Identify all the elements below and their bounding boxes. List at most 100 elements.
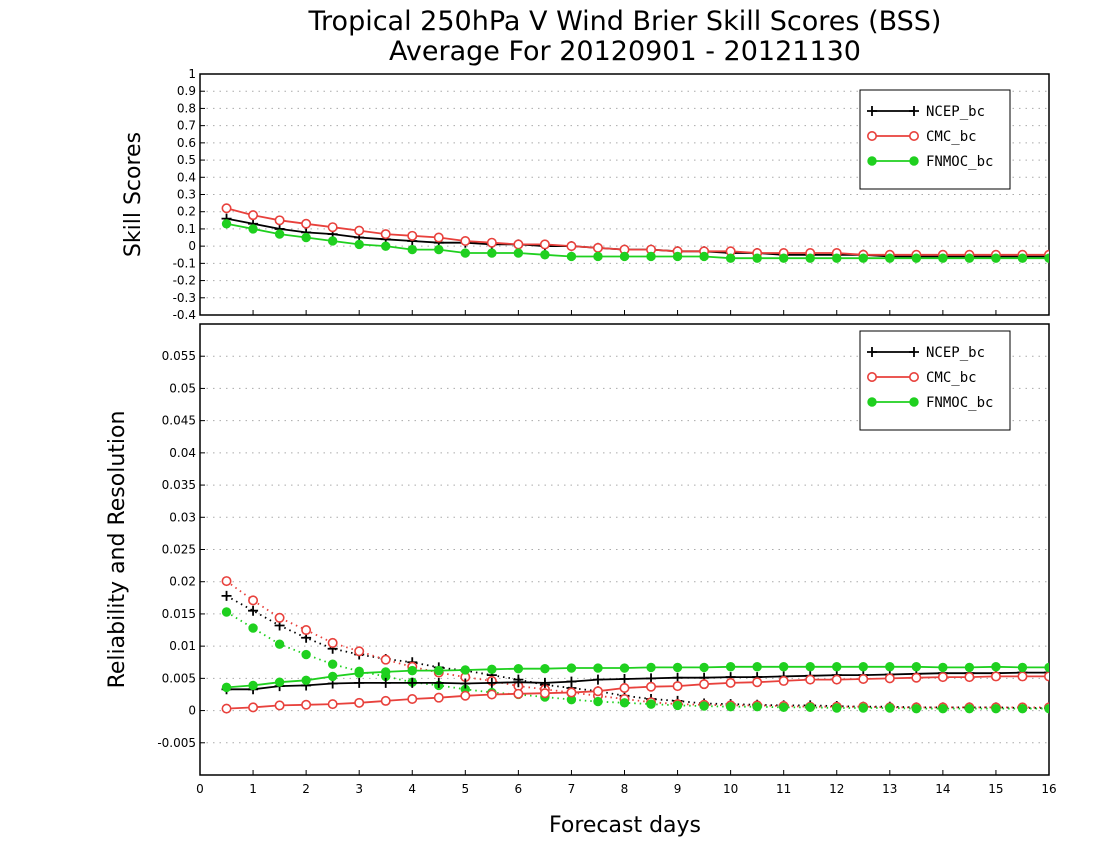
top-legend-box (859, 89, 1011, 190)
bottom-series-cmc-bc-resolution (221, 671, 1049, 714)
bottom-series-cmc-bc-reliability (221, 576, 1049, 713)
bottom-point-cmc-bc-resolution (301, 699, 312, 710)
top-y-tick-label: 0.9 (177, 84, 196, 98)
bottom-point-fnmoc-bc-reliability (938, 703, 948, 714)
top-point-fnmoc-bc (381, 241, 391, 251)
bottom-x-tick-label: 9 (674, 782, 682, 796)
bottom-point-fnmoc-bc-resolution (301, 675, 311, 685)
top-point-fnmoc-bc (832, 253, 842, 263)
top-y-tick-label: -0.3 (173, 291, 196, 305)
bottom-point-ncep-bc-resolution (460, 678, 471, 689)
top-series-cmc-bc (221, 203, 1049, 260)
top-legend-marker-end (909, 106, 919, 116)
bottom-point-fnmoc-bc-resolution (460, 665, 471, 675)
top-point-fnmoc-bc (778, 253, 789, 263)
bottom-legend-marker-end (909, 397, 919, 407)
skill-scores-panel: -0.4 -0.3 -0.2 -0.1 0 0.1 0.2 0.3 0.4 0.5 0.6 0.7 0.… (121, 67, 1050, 322)
top-series-fnmoc-bc (221, 219, 1049, 263)
bottom-point-fnmoc-bc-reliability (911, 703, 922, 714)
bottom-point-fnmoc-bc-reliability (805, 702, 815, 713)
top-point-fnmoc-bc (487, 248, 497, 258)
top-point-cmc-bc (566, 241, 577, 252)
top-point-fnmoc-bc (646, 251, 656, 262)
bottom-point-cmc-bc-resolution (672, 681, 683, 692)
bottom-point-fnmoc-bc-resolution (646, 662, 656, 673)
top-legend-label: CMC_bc (926, 129, 977, 145)
bottom-point-fnmoc-bc-reliability (327, 659, 338, 669)
bottom-x-tick-label: 12 (829, 782, 844, 796)
bottom-point-fnmoc-bc-reliability (752, 702, 762, 712)
bottom-legend-marker-start (867, 397, 877, 407)
bottom-point-cmc-bc-resolution (937, 672, 948, 683)
bottom-point-ncep-bc-resolution (433, 677, 444, 688)
bottom-line-cmc-bc-resolution (226, 675, 1049, 710)
bottom-point-fnmoc-bc-reliability (221, 607, 232, 617)
bottom-point-fnmoc-bc-reliability (1017, 703, 1028, 714)
bottom-point-cmc-bc-resolution (884, 673, 895, 684)
bottom-point-fnmoc-bc-resolution (805, 662, 815, 672)
bottom-y-tick-label: -0.005 (157, 736, 196, 750)
bottom-x-tick-label: 7 (568, 782, 576, 796)
bottom-point-cmc-bc-resolution (407, 693, 418, 704)
bottom-point-cmc-bc-resolution (380, 695, 391, 706)
top-y-tick-label: 0 (188, 239, 196, 253)
bottom-x-tick-label: 1 (249, 782, 257, 796)
top-point-cmc-bc (539, 239, 550, 250)
bottom-point-fnmoc-bc-resolution (327, 671, 338, 682)
bottom-point-ncep-bc-reliability (221, 590, 232, 601)
bottom-point-fnmoc-bc-reliability (248, 623, 258, 633)
top-point-fnmoc-bc (248, 224, 258, 234)
bottom-y-tick-label: 0.04 (169, 446, 196, 460)
bottom-point-fnmoc-bc-resolution (248, 680, 258, 691)
top-point-fnmoc-bc (699, 251, 709, 262)
bottom-y-tick-label: 0.045 (162, 414, 196, 428)
bottom-point-ncep-bc-resolution (354, 677, 365, 688)
top-point-fnmoc-bc (752, 253, 762, 263)
bottom-series-ncep-bc-resolution (221, 667, 1049, 695)
bottom-point-fnmoc-bc-resolution (381, 667, 391, 677)
bottom-point-fnmoc-bc-resolution (487, 664, 497, 675)
bottom-point-cmc-bc-reliability (327, 637, 338, 648)
bottom-point-cmc-bc-resolution (725, 677, 736, 688)
bottom-point-ncep-bc-resolution (407, 677, 418, 688)
top-point-cmc-bc (327, 222, 338, 233)
top-y-tick-label: 0.6 (177, 136, 196, 150)
top-point-fnmoc-bc (540, 250, 550, 260)
bottom-series-ncep-bc-reliability (221, 590, 1049, 713)
bottom-y-tick-label: 0 (188, 704, 196, 718)
bottom-point-cmc-bc-resolution (327, 699, 338, 710)
bottom-point-cmc-bc-reliability (248, 595, 259, 606)
bottom-y-tick-label: 0.025 (162, 543, 196, 557)
bottom-point-ncep-bc-resolution (646, 673, 657, 684)
top-point-fnmoc-bc (327, 236, 338, 246)
bottom-point-fnmoc-bc-resolution (593, 663, 603, 673)
top-legend-label: FNMOC_bc (926, 154, 993, 170)
top-point-fnmoc-bc (725, 253, 736, 263)
bottom-point-cmc-bc-resolution (858, 674, 869, 685)
bottom-point-fnmoc-bc-resolution (354, 668, 364, 678)
bottom-y-tick-label: 0.05 (169, 381, 196, 395)
bottom-point-ncep-bc-resolution (539, 677, 550, 688)
bottom-point-fnmoc-bc-reliability (619, 698, 630, 708)
top-point-cmc-bc (433, 232, 444, 243)
top-point-fnmoc-bc (885, 253, 895, 263)
top-y-tick-label: 0.8 (177, 101, 196, 115)
bottom-legend-marker-start (866, 371, 877, 382)
bottom-legend-marker-start (867, 347, 877, 357)
bottom-point-ncep-bc-resolution (380, 677, 391, 688)
bottom-legend-marker-end (908, 371, 919, 382)
bottom-point-fnmoc-bc-resolution (858, 662, 868, 672)
bottom-point-cmc-bc-resolution (831, 674, 842, 685)
top-point-fnmoc-bc (672, 251, 683, 262)
top-y-tick-label: 1 (188, 67, 196, 81)
top-legend-marker-start (867, 156, 877, 166)
bottom-point-fnmoc-bc-resolution (619, 663, 630, 673)
bottom-point-cmc-bc-resolution (911, 672, 922, 683)
bottom-line-cmc-bc-reliability (225, 580, 1049, 709)
bottom-line-fnmoc-bc-reliability (226, 611, 1049, 710)
top-y-tick-label: 0.7 (177, 119, 196, 133)
bottom-series-fnmoc-bc-resolution (221, 662, 1049, 693)
top-plot-frame (199, 73, 1050, 316)
bottom-point-cmc-bc-resolution (274, 700, 285, 711)
bottom-x-tick-label: 4 (408, 782, 416, 796)
